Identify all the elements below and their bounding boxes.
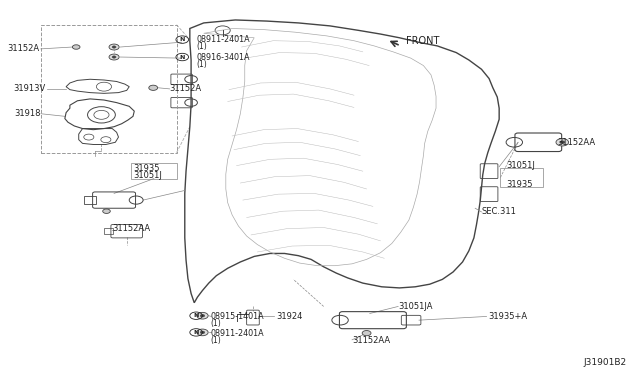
- Text: 08911-2401A: 08911-2401A: [210, 328, 264, 338]
- Text: 31051J: 31051J: [507, 161, 536, 170]
- Circle shape: [200, 331, 205, 334]
- Text: N: N: [193, 330, 199, 335]
- Text: 31152AA: 31152AA: [352, 336, 390, 346]
- Text: 08915-1401A: 08915-1401A: [210, 312, 264, 321]
- Text: 08916-3401A: 08916-3401A: [196, 52, 250, 61]
- Circle shape: [560, 141, 565, 144]
- Text: 31152A: 31152A: [169, 84, 201, 93]
- Text: N: N: [180, 55, 185, 60]
- Circle shape: [109, 54, 119, 60]
- Circle shape: [148, 85, 157, 90]
- Text: 31152AA: 31152AA: [112, 224, 150, 233]
- Text: FRONT: FRONT: [406, 36, 439, 46]
- Circle shape: [72, 45, 80, 49]
- Circle shape: [102, 209, 110, 214]
- Bar: [500, 168, 543, 187]
- Text: 31935: 31935: [507, 180, 533, 189]
- Text: (1): (1): [210, 319, 221, 328]
- Text: 08911-2401A: 08911-2401A: [196, 35, 250, 44]
- Text: 31924: 31924: [276, 312, 303, 321]
- Bar: [41, 25, 177, 153]
- Circle shape: [556, 138, 568, 146]
- Text: 31152A: 31152A: [8, 44, 40, 53]
- Bar: [84, 196, 97, 204]
- Bar: [131, 163, 177, 179]
- Bar: [104, 228, 113, 234]
- Text: 31051J: 31051J: [133, 171, 162, 180]
- Text: SEC.311: SEC.311: [481, 208, 516, 217]
- Circle shape: [362, 331, 371, 336]
- Circle shape: [196, 312, 208, 319]
- Text: 31152AA: 31152AA: [557, 138, 595, 147]
- Circle shape: [109, 44, 119, 50]
- Text: 31918: 31918: [14, 109, 41, 118]
- Text: 31935+A: 31935+A: [488, 312, 527, 321]
- Circle shape: [112, 56, 116, 58]
- Circle shape: [200, 314, 205, 317]
- Text: N: N: [180, 37, 185, 42]
- Text: 31051JA: 31051JA: [398, 302, 433, 311]
- Circle shape: [196, 329, 208, 336]
- Text: 31935: 31935: [133, 164, 159, 173]
- Text: (1): (1): [196, 60, 207, 68]
- Text: 31913V: 31913V: [13, 84, 46, 93]
- Text: N: N: [193, 313, 199, 318]
- Text: J31901B2: J31901B2: [584, 357, 627, 366]
- Circle shape: [112, 46, 116, 48]
- Text: (1): (1): [210, 336, 221, 345]
- Text: (1): (1): [196, 42, 207, 51]
